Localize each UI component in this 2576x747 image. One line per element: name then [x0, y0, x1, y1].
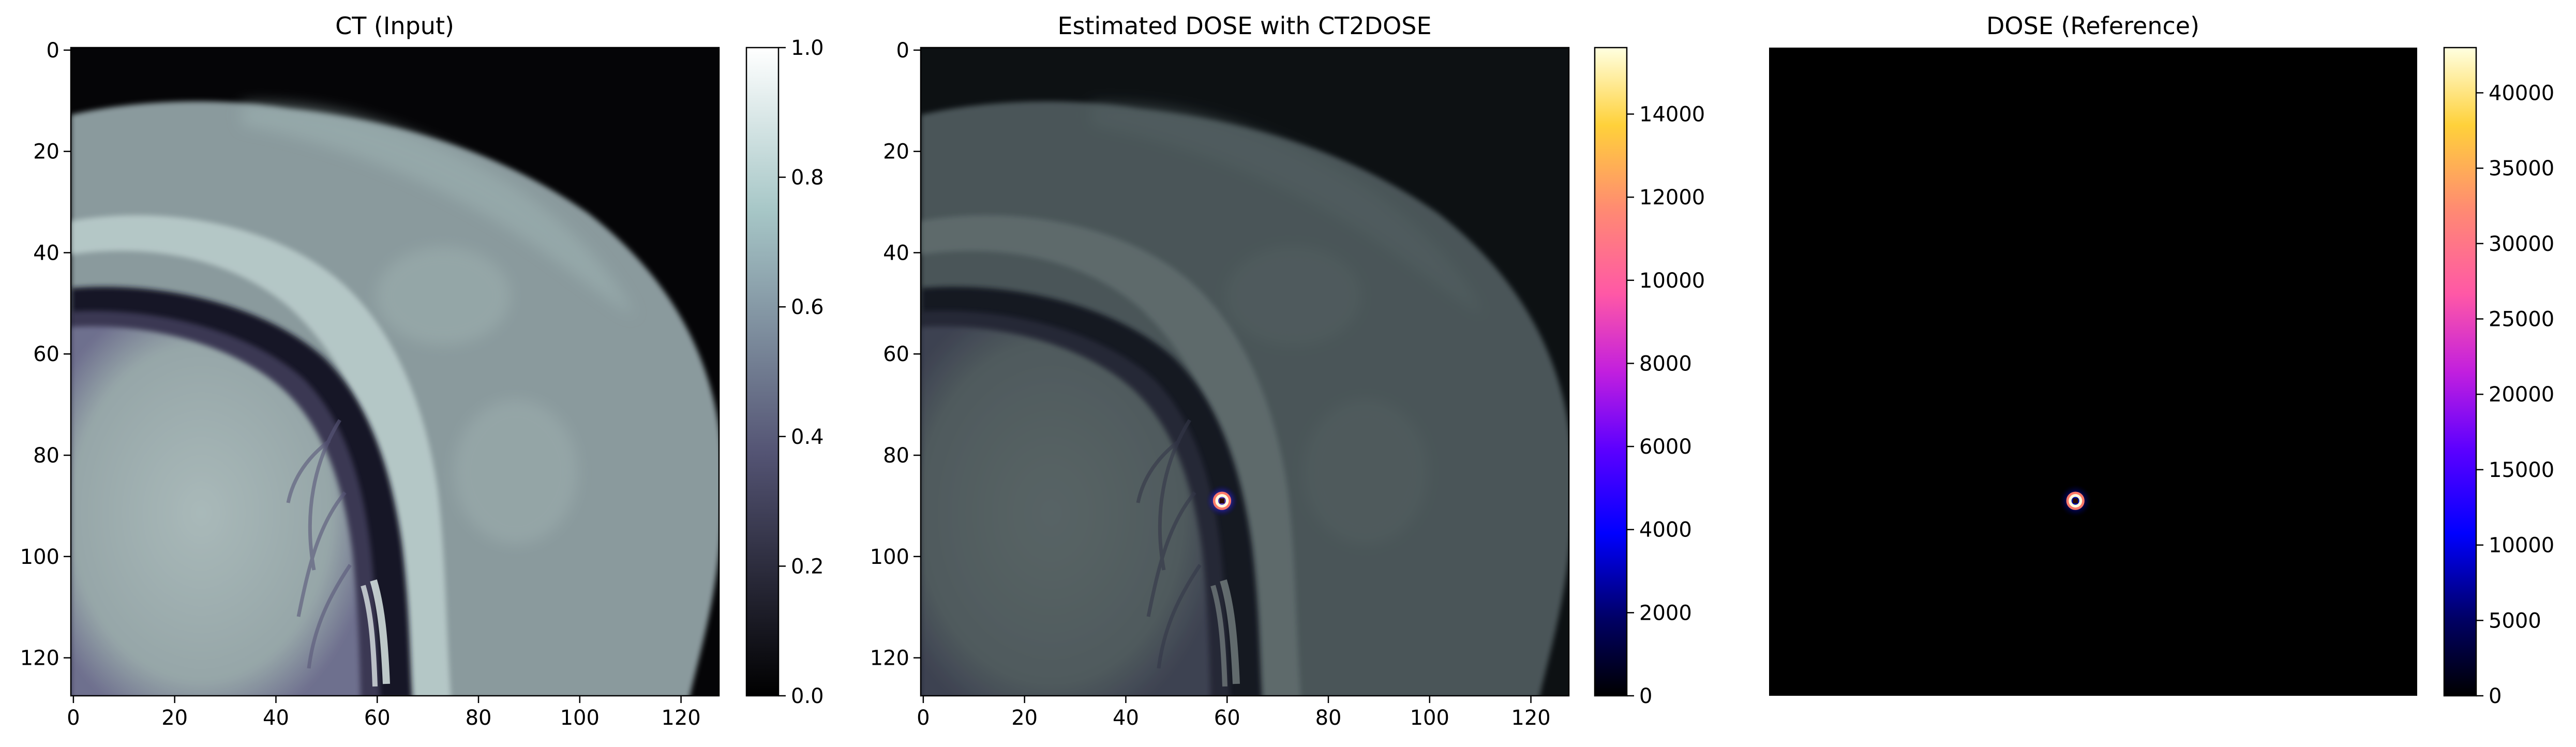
colorbar-tick-label: 40000 — [2489, 81, 2554, 105]
y-tick-label: 120 — [20, 647, 59, 670]
colorbar-tick-label: 0 — [2489, 684, 2502, 708]
y-tick-label: 0 — [896, 39, 909, 63]
colorbar-tick-label: 8000 — [1639, 352, 1692, 376]
y-tick-label: 60 — [33, 342, 59, 366]
x-tick-label: 60 — [364, 706, 391, 730]
colorbar-tick-label: 15000 — [2489, 458, 2554, 482]
y-axis: 0 20 40 60 80 100 120 — [20, 39, 71, 670]
panel-title: Estimated DOSE with CT2DOSE — [1057, 12, 1431, 40]
colorbar-tick-label: 0.0 — [791, 684, 824, 708]
panel-title: DOSE (Reference) — [1986, 12, 2199, 40]
x-tick-label: 100 — [1410, 706, 1449, 730]
y-tick-label: 40 — [33, 241, 59, 265]
dose-ring-outer — [1212, 491, 1232, 510]
colorbar-tick-label: 2000 — [1639, 601, 1692, 625]
x-tick-label: 120 — [661, 706, 700, 730]
colorbar-tick-label: 6000 — [1639, 435, 1692, 459]
y-tick-label: 0 — [47, 39, 59, 63]
y-tick-label: 20 — [883, 140, 909, 164]
colorbar-ticks: 0 5000 10000 15000 20000 25000 30000 35000 40000 — [2476, 81, 2554, 708]
colorbar-tick-label: 30000 — [2489, 232, 2554, 256]
dose-center — [1219, 498, 1225, 504]
x-tick-label: 60 — [1214, 706, 1240, 730]
dose-ring-inner — [1215, 494, 1229, 508]
x-tick-label: 120 — [1511, 706, 1550, 730]
colorbar-tick-label: 4000 — [1639, 518, 1692, 542]
colorbar — [745, 47, 780, 697]
colorbar-tick-label: 35000 — [2489, 157, 2554, 181]
y-tick-label: 80 — [33, 444, 59, 468]
colorbar-tick-label: 0 — [1639, 684, 1652, 708]
colorbar-tick-label: 12000 — [1639, 186, 1705, 210]
x-tick-label: 20 — [161, 706, 188, 730]
panel-estimated-dose: Estimated DOSE with CT2DOSE 0 20 40 60 80 100… — [870, 12, 1705, 730]
colorbar-tick-label: 0.4 — [791, 425, 824, 449]
panel-ct-input: CT (Input) 0 20 40 60 80 100 120 0 20 40 60 80 100 1… — [20, 12, 824, 730]
y-tick-label: 120 — [870, 647, 909, 670]
y-tick-label: 80 — [883, 444, 909, 468]
ct-image — [71, 48, 724, 699]
dose-ring-outer — [2066, 491, 2085, 510]
x-axis: 0 20 40 60 80 100 120 — [917, 696, 1551, 730]
colorbar — [1594, 47, 1628, 697]
y-tick-label: 100 — [870, 545, 909, 569]
y-tick-label: 40 — [883, 241, 909, 265]
x-tick-label: 20 — [1011, 706, 1038, 730]
dose-hotspot — [1206, 484, 1238, 517]
estimated-dose-image — [921, 48, 1569, 696]
x-axis: 0 20 40 60 80 100 120 — [67, 696, 701, 730]
colorbar-tick-label: 0.2 — [791, 555, 824, 578]
x-tick-label: 0 — [67, 706, 80, 730]
panel-title: CT (Input) — [335, 12, 454, 40]
dose-center — [2073, 498, 2078, 504]
colorbar-tick-label: 10000 — [1639, 269, 1705, 293]
image-frame — [70, 47, 720, 697]
reference-dose-image — [1769, 48, 2417, 696]
x-tick-label: 80 — [1315, 706, 1342, 730]
colorbar-tick-label: 5000 — [2489, 609, 2541, 633]
colorbar-tick-label: 1.0 — [791, 36, 824, 60]
y-tick-label: 100 — [20, 545, 59, 569]
image-frame — [920, 47, 1570, 697]
y-axis: 0 20 40 60 80 100 120 — [870, 39, 921, 670]
panel-dose-reference: DOSE (Reference) 0 5000 10000 15000 20000 250… — [1769, 12, 2554, 708]
dose-hotspot — [2059, 484, 2092, 517]
colorbar-tick-label: 10000 — [2489, 534, 2554, 558]
y-tick-label: 60 — [883, 342, 909, 366]
colorbar-tick-label: 20000 — [2489, 383, 2554, 407]
colorbar-tick-label: 0.8 — [791, 166, 824, 190]
colorbar-ticks: 0 2000 4000 6000 8000 10000 12000 14000 — [1627, 103, 1705, 708]
x-tick-label: 0 — [917, 706, 930, 730]
colorbar-tick-label: 0.6 — [791, 295, 824, 319]
colorbar — [2443, 47, 2477, 697]
colorbar-ticks: 0.0 0.2 0.4 0.6 0.8 1.0 — [778, 36, 824, 708]
x-tick-label: 40 — [263, 706, 289, 730]
x-tick-label: 80 — [466, 706, 492, 730]
dose-ring-inner — [2069, 494, 2083, 508]
colorbar-tick-label: 25000 — [2489, 308, 2554, 332]
colorbar-tick-label: 14000 — [1639, 103, 1705, 127]
x-tick-label: 40 — [1113, 706, 1139, 730]
y-tick-label: 20 — [33, 140, 59, 164]
x-tick-label: 100 — [560, 706, 600, 730]
